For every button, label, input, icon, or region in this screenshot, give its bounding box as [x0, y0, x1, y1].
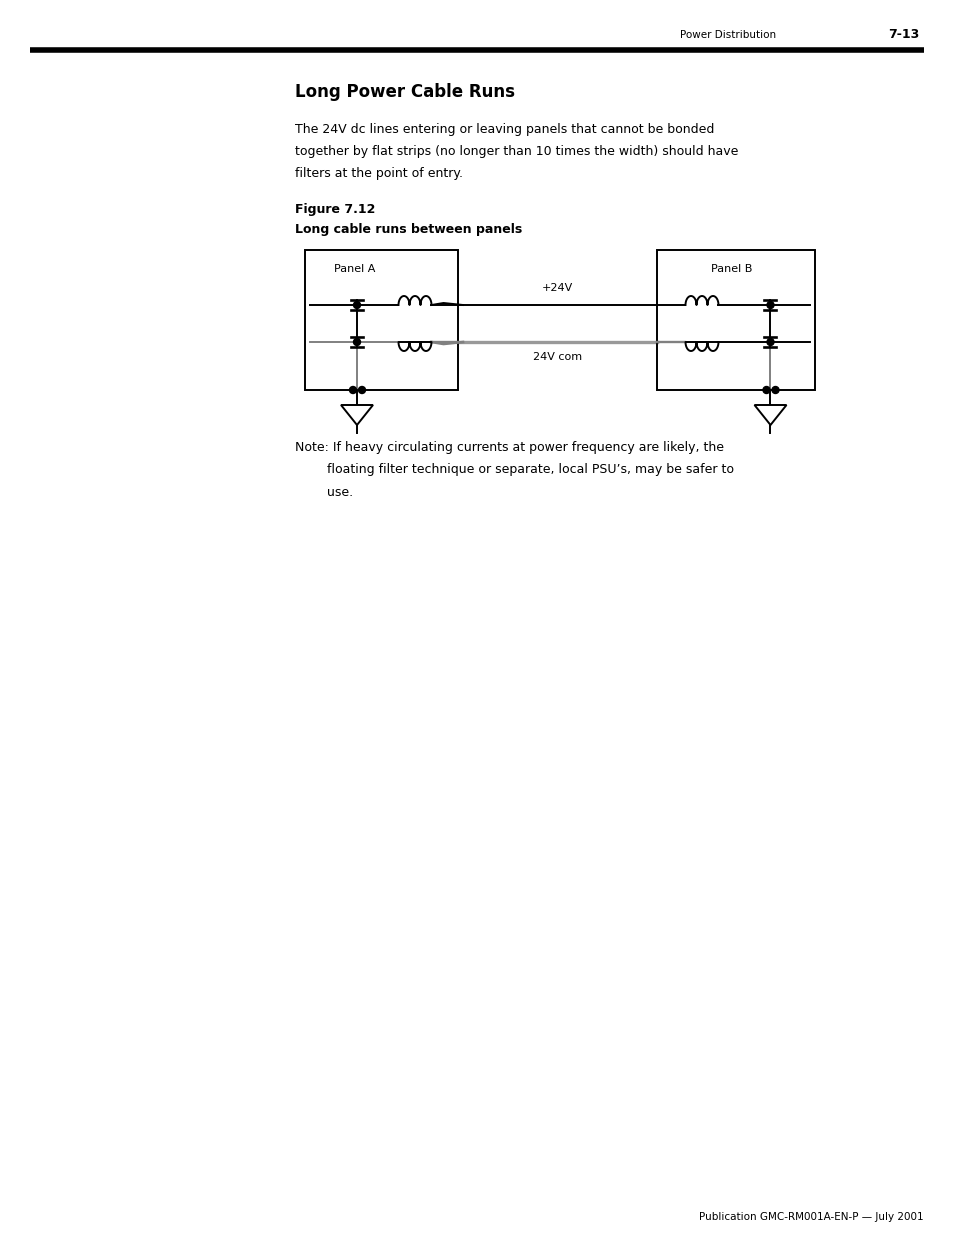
Polygon shape: [754, 405, 785, 425]
Bar: [305, 249, 457, 390]
Circle shape: [358, 387, 365, 394]
Text: Panel A: Panel A: [334, 264, 375, 274]
Circle shape: [354, 338, 360, 346]
Circle shape: [766, 301, 773, 309]
Text: filters at the point of entry.: filters at the point of entry.: [294, 168, 462, 180]
Text: 24V com: 24V com: [533, 352, 581, 362]
Circle shape: [349, 387, 356, 394]
Text: Long cable runs between panels: Long cable runs between panels: [294, 222, 521, 236]
Text: The 24V dc lines entering or leaving panels that cannot be bonded: The 24V dc lines entering or leaving pan…: [294, 124, 714, 137]
Text: use.: use.: [294, 485, 353, 499]
Text: Long Power Cable Runs: Long Power Cable Runs: [294, 83, 515, 101]
Text: Panel B: Panel B: [711, 264, 752, 274]
Text: floating filter technique or separate, local PSU’s, may be safer to: floating filter technique or separate, l…: [294, 463, 733, 477]
Text: together by flat strips (no longer than 10 times the width) should have: together by flat strips (no longer than …: [294, 146, 738, 158]
Text: Figure 7.12: Figure 7.12: [294, 203, 375, 215]
Circle shape: [354, 301, 360, 309]
Text: Publication GMC-RM001A-EN-P — July 2001: Publication GMC-RM001A-EN-P — July 2001: [699, 1212, 923, 1221]
Bar: [657, 249, 814, 390]
Circle shape: [766, 338, 773, 346]
Text: +24V: +24V: [541, 283, 573, 293]
Circle shape: [771, 387, 779, 394]
Circle shape: [762, 387, 769, 394]
Text: Note: If heavy circulating currents at power frequency are likely, the: Note: If heavy circulating currents at p…: [294, 441, 723, 454]
Text: Power Distribution: Power Distribution: [679, 30, 776, 40]
Text: 7-13: 7-13: [887, 28, 919, 42]
Polygon shape: [340, 405, 373, 425]
